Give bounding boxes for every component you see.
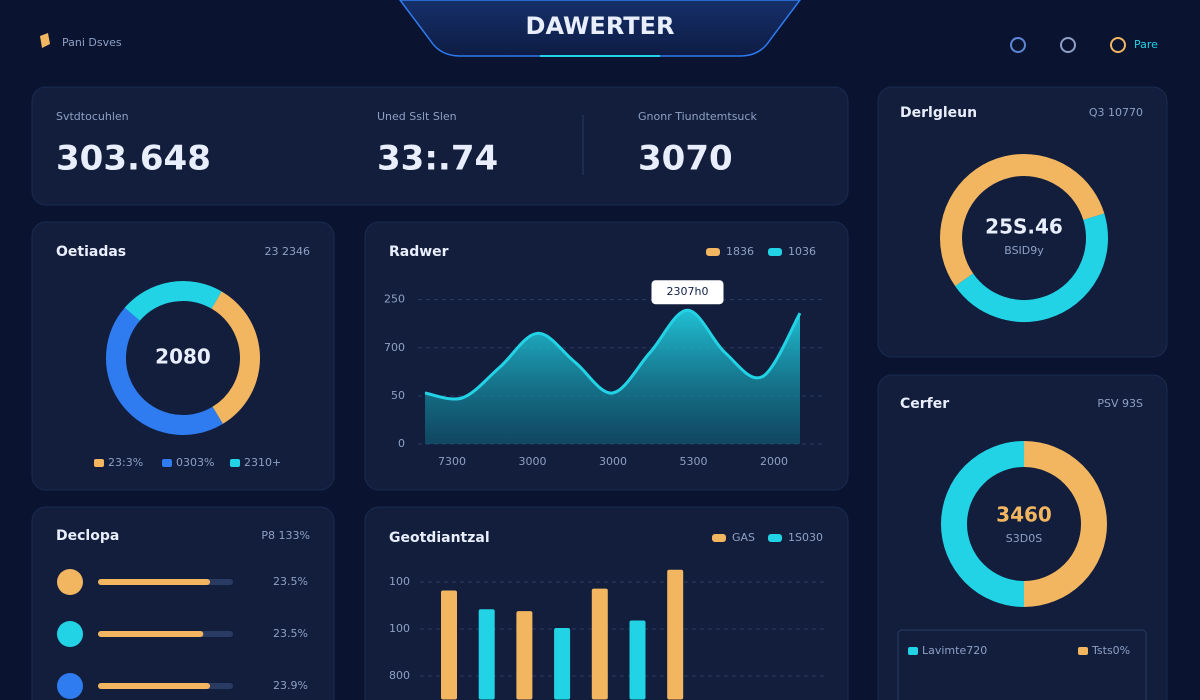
row-label: 23.9% bbox=[273, 679, 308, 692]
legend-swatch bbox=[230, 459, 240, 467]
legend-swatch bbox=[768, 248, 782, 256]
y-tick-label: 100 bbox=[389, 622, 410, 635]
y-tick-label: 800 bbox=[389, 669, 410, 682]
stat-value: 3070 bbox=[638, 139, 733, 179]
brand-logo bbox=[40, 33, 50, 48]
panel-title: Oetiadas bbox=[56, 244, 126, 260]
stat-value: 33:.74 bbox=[377, 139, 498, 179]
legend-label: 1036 bbox=[788, 245, 816, 258]
bar bbox=[629, 620, 646, 700]
progress-fill bbox=[98, 579, 211, 585]
tooltip-box bbox=[651, 280, 724, 305]
y-tick-label: 250 bbox=[384, 293, 405, 306]
progress-fill bbox=[98, 683, 211, 689]
bar bbox=[516, 611, 533, 700]
donut-panel bbox=[31, 221, 335, 491]
tooltip-text: 2307h0 bbox=[667, 285, 709, 298]
row-dot bbox=[57, 621, 83, 647]
panel-badge: 23 2346 bbox=[265, 245, 311, 258]
panel-badge: Q3 10770 bbox=[1089, 106, 1143, 119]
x-tick-label: 7300 bbox=[438, 455, 466, 468]
stat-label: Gnonr Tiundtemtsuck bbox=[638, 110, 757, 123]
donut-center: 25S.46 bbox=[985, 215, 1063, 239]
row-dot bbox=[57, 569, 83, 595]
bar bbox=[441, 590, 457, 700]
x-tick-label: 2000 bbox=[760, 455, 788, 468]
row-label: 23.5% bbox=[273, 575, 308, 588]
x-tick-label: 5300 bbox=[680, 455, 708, 468]
donut-segment bbox=[105, 281, 260, 435]
y-tick-label: 700 bbox=[384, 341, 405, 354]
bar bbox=[554, 628, 571, 700]
legend-swatch bbox=[908, 647, 918, 655]
area-fill bbox=[425, 310, 800, 444]
area-line bbox=[424, 308, 802, 401]
area-panel bbox=[364, 221, 849, 491]
row-label: 23.5% bbox=[273, 627, 308, 640]
legend-swatch bbox=[162, 459, 172, 467]
donut-sub: BSID9y bbox=[1004, 244, 1044, 257]
bar bbox=[478, 609, 495, 700]
panel-title: Radwer bbox=[389, 244, 449, 260]
x-tick-label: 3000 bbox=[599, 455, 627, 468]
icon-button[interactable] bbox=[1110, 37, 1126, 53]
row-dot bbox=[57, 673, 83, 699]
header-tab bbox=[399, 0, 801, 57]
legend-swatch bbox=[768, 534, 782, 542]
y-tick-label: 100 bbox=[389, 575, 410, 588]
bar bbox=[667, 569, 684, 700]
stat-label: Uned Sslt Slen bbox=[377, 110, 457, 123]
brand-name: Pani Dsves bbox=[62, 36, 122, 49]
legend-box bbox=[897, 629, 1147, 700]
donut-segment bbox=[940, 153, 1108, 322]
progress-panel bbox=[31, 506, 335, 700]
icon-button[interactable] bbox=[1060, 37, 1076, 53]
legend-label: Lavimte720 bbox=[922, 644, 987, 657]
panel-title: Derlgleun bbox=[900, 105, 977, 121]
y-tick-label: 0 bbox=[398, 437, 405, 450]
legend-label: 2310+ bbox=[244, 456, 281, 469]
stat-label: Svtdtocuhlen bbox=[56, 110, 129, 123]
stats-panel bbox=[31, 86, 849, 206]
legend-swatch bbox=[1078, 647, 1088, 655]
panel-title: Cerfer bbox=[900, 396, 949, 412]
user-name[interactable]: Pare bbox=[1134, 38, 1158, 51]
app-title: DAWERTER bbox=[526, 12, 675, 40]
panel-badge: P8 133% bbox=[261, 529, 310, 542]
progress-fill bbox=[98, 631, 204, 637]
legend-label: GAS bbox=[732, 531, 755, 544]
legend-label: 1836 bbox=[726, 245, 754, 258]
legend-swatch bbox=[94, 459, 104, 467]
donut-segment bbox=[106, 281, 260, 435]
legend-label: Tsts0% bbox=[1091, 644, 1130, 657]
donut-panel bbox=[877, 86, 1168, 358]
legend-label: 23:3% bbox=[108, 456, 143, 469]
legend-label: 1S030 bbox=[788, 531, 823, 544]
x-tick-label: 3000 bbox=[519, 455, 547, 468]
panel-badge: PSV 93S bbox=[1097, 397, 1143, 410]
donut-panel bbox=[877, 374, 1168, 700]
panel-title: Declopa bbox=[56, 528, 119, 544]
bar bbox=[591, 588, 608, 700]
legend-swatch bbox=[706, 248, 720, 256]
legend-label: 0303% bbox=[176, 456, 214, 469]
y-tick-label: 50 bbox=[391, 389, 405, 402]
donut-center: 3460 bbox=[996, 503, 1052, 527]
stat-value: 303.648 bbox=[56, 139, 211, 179]
legend-swatch bbox=[712, 534, 726, 542]
icon-button[interactable] bbox=[1010, 37, 1026, 53]
donut-center: 2080 bbox=[155, 345, 211, 369]
donut-segment bbox=[941, 441, 1107, 607]
panel-title: Geotdiantzal bbox=[389, 530, 490, 546]
donut-sub: S3D0S bbox=[1006, 532, 1042, 545]
